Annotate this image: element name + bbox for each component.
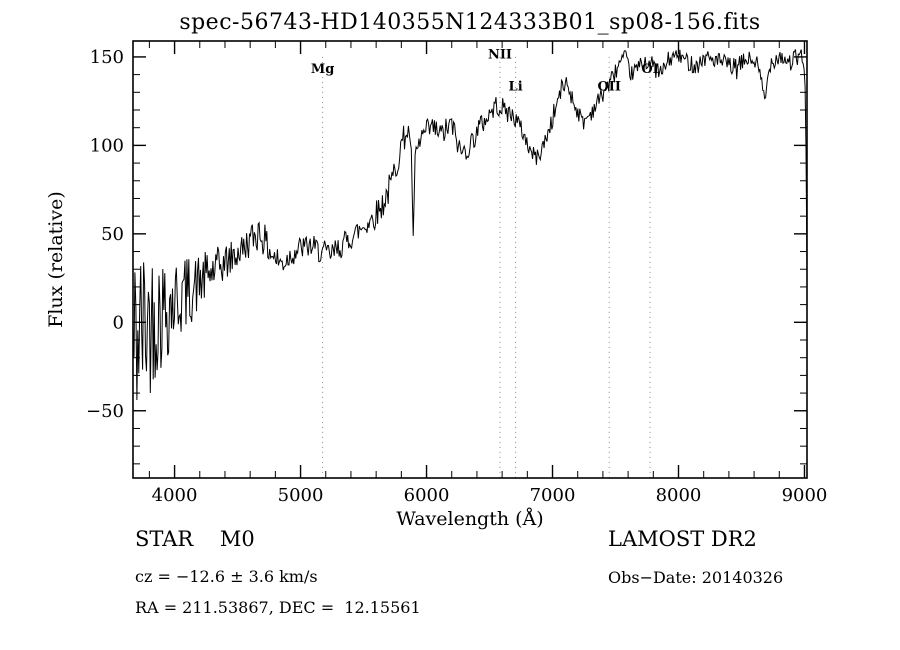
ra-dec-label: RA = 211.53867, DEC = 12.15561 — [135, 598, 421, 617]
object-class-label: STAR M0 — [135, 527, 255, 551]
plot-title: spec-56743-HD140355N124333B01_sp08-156.f… — [179, 10, 761, 35]
x-tick-label: 8000 — [656, 485, 702, 506]
cz-value-label: cz = −12.6 ± 3.6 km/s — [135, 567, 318, 586]
y-tick-label: 0 — [113, 312, 124, 333]
y-tick-label: 150 — [90, 47, 124, 68]
obs-date-label: Obs−Date: 20140326 — [608, 568, 784, 587]
spectral-line-label: NII — [488, 48, 512, 63]
spectrum-trace — [132, 49, 808, 401]
spectral-line-label: Mg — [311, 62, 334, 77]
y-tick-label: 100 — [90, 135, 124, 156]
spectral-line-label: OI — [641, 62, 658, 77]
x-tick-label: 5000 — [278, 485, 324, 506]
axes-box — [132, 40, 808, 479]
spectral-line-label: Li — [509, 80, 523, 95]
x-axis-title: Wavelength (Å) — [396, 508, 543, 530]
x-tick-label: 9000 — [782, 485, 828, 506]
y-tick-label: −50 — [86, 401, 124, 422]
y-tick-label: 50 — [101, 224, 124, 245]
y-axis-title: Flux (relative) — [45, 191, 67, 328]
x-tick-label: 4000 — [152, 485, 198, 506]
x-tick-label: 6000 — [404, 485, 450, 506]
x-tick-label: 7000 — [530, 485, 576, 506]
survey-label: LAMOST DR2 — [608, 527, 757, 551]
spectral-line-label: OII — [597, 80, 621, 95]
